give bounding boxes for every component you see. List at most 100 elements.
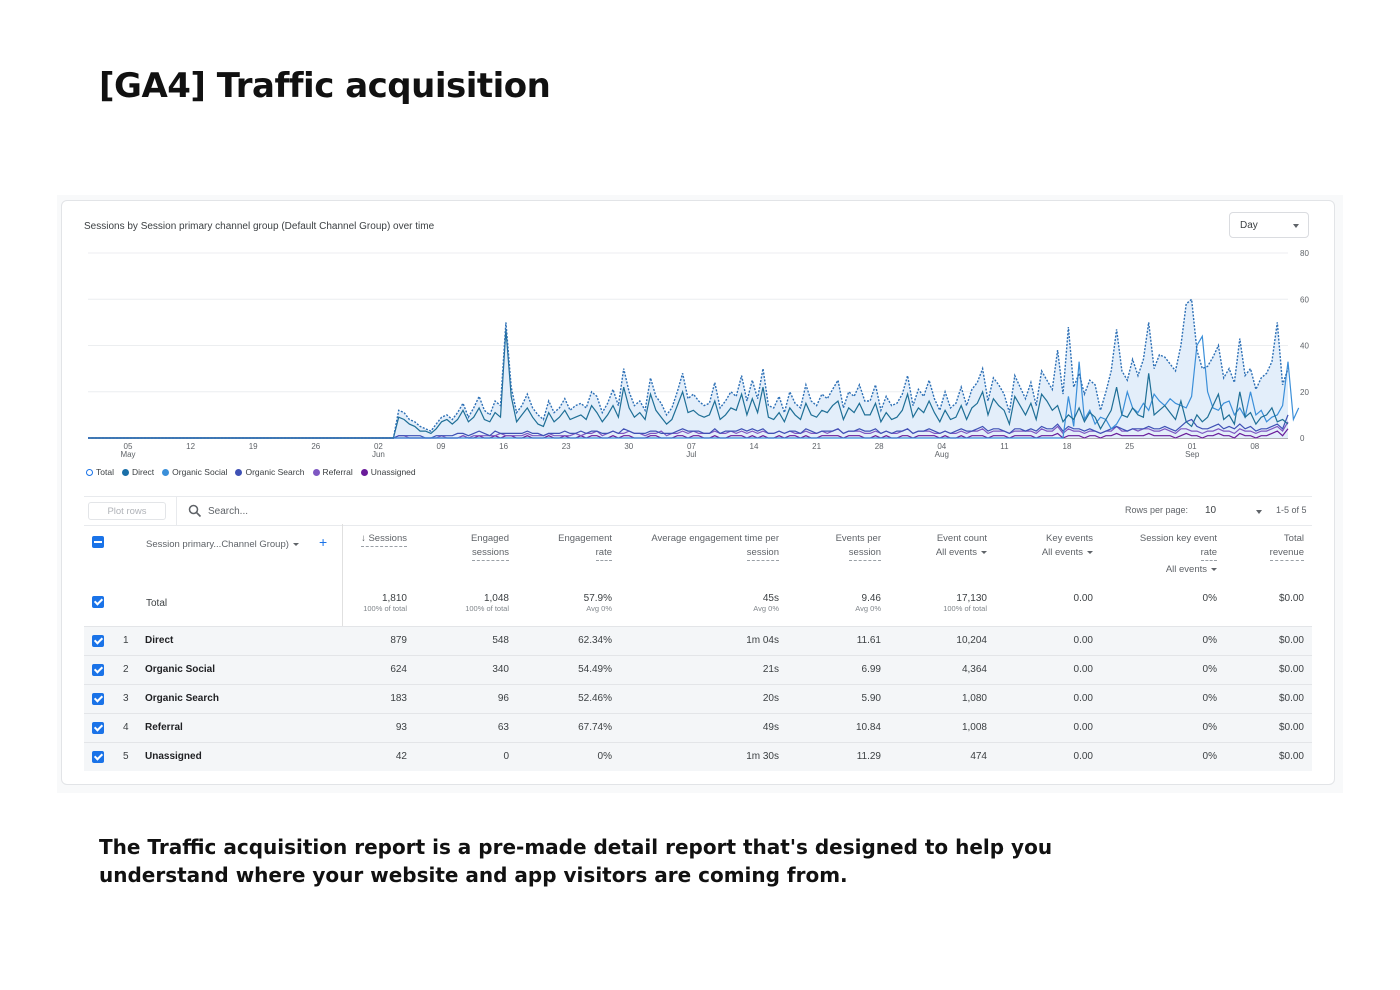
column-header[interactable]: Average engagement time per session	[651, 532, 779, 561]
x-tick-label: 25	[1125, 442, 1134, 451]
legend-item[interactable]: Unassigned	[360, 467, 416, 477]
table-row[interactable]: 3 Organic Search 183 96 52.46% 20s 5.90 1,080 0.…	[84, 684, 1312, 713]
x-tick-label: 23	[562, 442, 571, 451]
table-cell: 21s	[762, 664, 779, 675]
table-cell: 548	[492, 635, 509, 646]
report-description: The Traffic acquisition report is a pre-…	[99, 835, 1053, 887]
channel-name: Direct	[145, 635, 174, 646]
legend-dot-icon	[121, 468, 129, 476]
table-cell: 0%	[1202, 722, 1217, 733]
chart-title: Sessions by Session primary channel grou…	[84, 221, 435, 232]
table-cell: $0.00	[1278, 751, 1304, 762]
column-header-sublabel: rate	[595, 546, 612, 561]
x-tick-label: 16	[499, 442, 508, 451]
plot-rows-button[interactable]: Plot rows	[88, 502, 166, 520]
legend-dot-icon	[360, 468, 368, 476]
column-header[interactable]: Engagement rate	[558, 532, 612, 561]
column-header-sublabel: sessions	[472, 546, 509, 561]
total-value: 1,048	[483, 593, 509, 604]
dimension-header[interactable]: Session primary...Channel Group)	[146, 538, 299, 552]
table-row[interactable]: 5 Unassigned 42 0 0% 1m 30s 11.29 474 0.00 0% $0.0…	[84, 742, 1312, 771]
search-input[interactable]: Search...	[208, 506, 249, 517]
legend-dot-icon	[312, 468, 320, 476]
rows-per-page-label: Rows per page:	[1125, 505, 1189, 515]
column-header-metric-select[interactable]: All events	[1140, 563, 1217, 577]
x-tick-label: 19	[249, 442, 258, 451]
table-cell: 5.90	[861, 693, 881, 704]
total-checkbox[interactable]	[92, 596, 104, 608]
table-cell: 54.49%	[578, 664, 612, 675]
column-header[interactable]: Engaged sessions	[471, 532, 509, 561]
total-subtext: Avg 0%	[753, 604, 779, 613]
series-line-total	[88, 297, 1289, 439]
legend-item[interactable]: Organic Search	[235, 467, 305, 477]
legend-label: Organic Search	[245, 467, 305, 477]
column-header[interactable]: Session key event rate All events	[1140, 532, 1217, 577]
total-area	[88, 299, 1288, 438]
table-cell: 0.00	[1073, 693, 1093, 704]
x-tick-month-label: Sep	[1185, 450, 1200, 459]
table-cell: 11.29	[856, 751, 881, 762]
chevron-down-icon[interactable]	[1087, 550, 1093, 554]
column-header[interactable]: Total revenue	[1269, 532, 1304, 561]
total-value: 57.9%	[583, 593, 612, 604]
legend-item[interactable]: Total	[86, 467, 114, 477]
legend-item[interactable]: Direct	[121, 467, 154, 477]
x-tick-label: 12	[186, 442, 195, 451]
column-header-sublabel: session	[848, 546, 881, 561]
column-header[interactable]: Events per session	[836, 532, 881, 561]
row-checkbox[interactable]	[92, 751, 104, 763]
legend-label: Referral	[322, 467, 353, 477]
legend-item[interactable]: Organic Social	[162, 467, 227, 477]
row-checkbox[interactable]	[92, 635, 104, 647]
search-icon[interactable]	[188, 504, 202, 518]
rows-per-page-select[interactable]: 10	[1205, 505, 1217, 516]
row-checkbox[interactable]	[92, 693, 104, 705]
table-row[interactable]: 4 Referral 93 63 67.74% 49s 10.84 1,008 0.00 0% $0…	[84, 713, 1312, 742]
granularity-select[interactable]: Day	[1229, 212, 1309, 238]
legend-dot-icon	[162, 468, 170, 476]
chevron-down-icon[interactable]	[1256, 510, 1262, 514]
table-row[interactable]: 1 Direct 879 548 62.34% 1m 04s 11.61 10,204 0.00…	[84, 626, 1312, 655]
x-tick-label: 08	[1250, 442, 1259, 451]
legend-item[interactable]: Referral	[312, 467, 353, 477]
row-checkbox[interactable]	[92, 664, 104, 676]
total-cell: 0%	[1203, 593, 1217, 604]
total-value: 1,810	[381, 593, 407, 604]
row-checkbox[interactable]	[92, 722, 104, 734]
table-header: Session primary...Channel Group) + ↓ Ses…	[84, 524, 1312, 579]
total-value: 0.00	[1073, 593, 1093, 604]
column-header-sublabel: All events	[936, 546, 987, 560]
chevron-down-icon[interactable]	[981, 550, 987, 554]
x-tick-month-label: Jul	[686, 450, 696, 459]
select-all-checkbox[interactable]	[92, 536, 104, 548]
column-header[interactable]: Key events All events	[1042, 532, 1093, 560]
total-cell: 0.00	[1074, 593, 1093, 604]
column-header-label: Event count	[936, 533, 987, 544]
table-cell: 52.46%	[578, 693, 612, 704]
column-header-sublabel: rate	[1200, 546, 1217, 561]
column-header-label: Total	[1283, 533, 1304, 544]
table-cell: 0.00	[1073, 722, 1093, 733]
x-tick-label: 11	[1000, 442, 1009, 451]
total-row: Total 1,810 100% of total 1,048 100% of tot…	[84, 579, 1312, 626]
column-header-label: Engaged	[470, 533, 509, 544]
table-row[interactable]: 2 Organic Social 624 340 54.49% 21s 6.99 4,364 0…	[84, 655, 1312, 684]
table-toolbar: Plot rows Search... Rows per page: 10 1-…	[84, 496, 1312, 526]
table-cell: $0.00	[1278, 722, 1304, 733]
column-header-sublabel: revenue	[1269, 546, 1304, 561]
channel-name: Organic Search	[145, 693, 219, 704]
table-cell: 0%	[1202, 693, 1217, 704]
y-tick-label: 40	[1300, 342, 1309, 351]
table-cell: 0.00	[1073, 751, 1093, 762]
chevron-down-icon	[1211, 567, 1217, 571]
column-header[interactable]: Event count All events	[936, 532, 987, 560]
table-cell: 62.34%	[578, 635, 612, 646]
total-value: 9.46	[861, 593, 881, 604]
total-label: Total	[146, 598, 168, 609]
column-header[interactable]: ↓ Sessions	[361, 532, 407, 547]
add-dimension-icon[interactable]: +	[319, 534, 328, 550]
table-cell: 0	[503, 751, 509, 762]
table-cell: 1,080	[961, 693, 987, 704]
column-header-sublabel: session	[746, 546, 779, 561]
